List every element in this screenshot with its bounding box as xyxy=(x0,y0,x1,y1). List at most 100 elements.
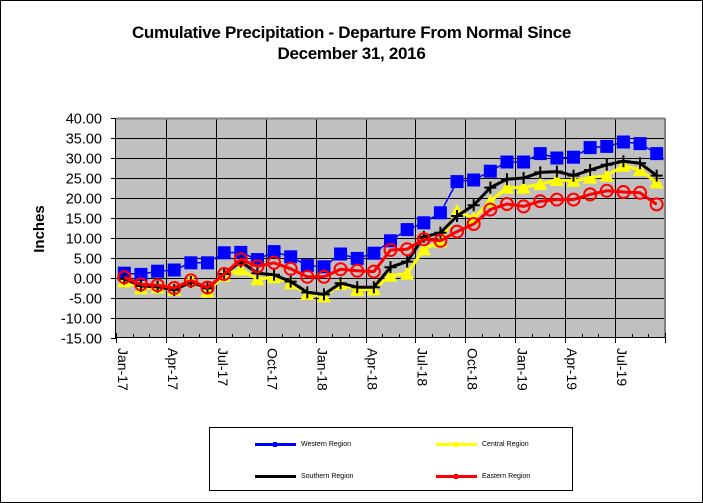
data-point-circle xyxy=(333,262,348,277)
legend-label: Western Region xyxy=(301,440,352,448)
y-tick-label: 20.00 xyxy=(66,192,102,208)
x-tick-label: Jul-18 xyxy=(415,348,431,386)
x-tick-label: Jul-17 xyxy=(215,348,231,386)
data-point-square xyxy=(533,147,547,161)
x-tick-label: Jul-19 xyxy=(614,348,630,386)
x-tick-label: Apr-19 xyxy=(564,348,580,390)
data-point-plus xyxy=(384,261,397,274)
x-tick-label: Oct-17 xyxy=(265,348,281,390)
data-point-circle xyxy=(183,273,198,288)
data-point-square xyxy=(267,245,281,259)
data-point-plus xyxy=(284,275,297,288)
data-point-circle xyxy=(466,217,481,231)
data-point-circle xyxy=(516,199,531,214)
data-point-square xyxy=(284,250,298,264)
data-point-square xyxy=(583,141,597,155)
data-point-square xyxy=(184,256,198,270)
axes xyxy=(115,117,666,338)
y-tick-label: 40.00 xyxy=(66,112,102,128)
data-point-triangle xyxy=(499,180,514,194)
y-tick-label: 35.00 xyxy=(66,132,102,148)
plot-area xyxy=(116,118,665,338)
data-point-square xyxy=(201,256,214,270)
data-point-circle xyxy=(483,202,498,217)
data-point-plus xyxy=(434,226,447,239)
y-axis-ticks: 40.00 35.00 30.00 25.00 20.00 15.00 10.00 5.00 0… xyxy=(61,112,116,348)
x-tick-label: Jan-18 xyxy=(315,348,331,391)
y-tick-label: 25.00 xyxy=(66,172,102,188)
data-point-circle xyxy=(549,192,564,207)
data-point-square xyxy=(567,150,580,164)
legend-swatch-central xyxy=(436,441,477,447)
data-point-circle xyxy=(616,185,631,199)
legend-item-central: Central Region xyxy=(436,439,529,449)
legend-swatch-southern xyxy=(255,474,296,478)
y-tick-label: -10.00 xyxy=(61,312,102,328)
data-point-square xyxy=(134,267,148,281)
data-point-plus xyxy=(600,158,613,171)
data-point-square xyxy=(600,139,614,153)
data-point-circle xyxy=(566,192,581,207)
x-tick-label: Jan-17 xyxy=(115,348,131,391)
data-point-circle xyxy=(283,261,298,276)
data-point-square xyxy=(334,247,348,261)
data-point-plus xyxy=(467,199,480,212)
data-point-square xyxy=(517,155,531,169)
data-point-triangle xyxy=(233,262,248,276)
data-point-square xyxy=(550,151,564,165)
data-point-circle xyxy=(267,255,282,270)
chart-title-line-1: Cumulative Precipitation - Departure Fro… xyxy=(131,23,572,42)
data-point-triangle xyxy=(549,173,564,186)
data-point-circle xyxy=(499,197,514,211)
data-point-triangle xyxy=(649,175,664,189)
data-point-square xyxy=(317,260,331,274)
chart-title: Cumulative Precipitation - Departure Fro… xyxy=(0,22,703,64)
data-point-plus xyxy=(317,288,330,301)
data-point-circle xyxy=(366,264,381,279)
data-point-plus xyxy=(584,164,597,176)
data-point-circle xyxy=(383,243,398,257)
series-western-region xyxy=(117,135,664,281)
data-point-triangle xyxy=(583,170,598,184)
data-point-plus xyxy=(451,210,464,222)
data-point-square xyxy=(450,175,464,189)
data-point-circle xyxy=(450,224,465,239)
data-point-circle xyxy=(150,278,165,293)
data-point-circle xyxy=(300,269,315,284)
y-tick-label: 0.00 xyxy=(74,272,102,288)
data-point-square xyxy=(350,251,364,265)
data-point-triangle xyxy=(516,180,531,194)
y-tick-label: 15.00 xyxy=(66,212,102,228)
chart-title-line-2: December 31, 2016 xyxy=(277,44,426,63)
legend-label: Central Region xyxy=(482,440,529,448)
data-point-square xyxy=(367,246,381,260)
data-point-circle xyxy=(649,197,664,212)
data-point-square xyxy=(633,137,647,151)
x-tick-label: Apr-18 xyxy=(365,348,381,390)
data-point-plus xyxy=(401,255,414,268)
data-point-circle xyxy=(167,281,182,295)
data-point-circle xyxy=(200,280,215,295)
data-point-plus xyxy=(484,181,497,194)
data-point-square xyxy=(616,135,630,149)
data-point-circle xyxy=(217,267,232,281)
data-point-circle xyxy=(133,277,148,292)
y-tick-label: 5.00 xyxy=(74,252,102,268)
data-point-plus xyxy=(550,165,563,178)
legend-label: Southern Region xyxy=(301,472,354,480)
legend: Western Region Central Region Southern R… xyxy=(209,427,573,491)
data-point-plus xyxy=(567,169,580,182)
legend-label: Eastern Region xyxy=(482,472,531,480)
data-point-circle xyxy=(633,185,648,200)
data-point-plus xyxy=(367,281,380,294)
data-point-triangle xyxy=(533,177,548,190)
data-point-plus xyxy=(351,281,364,294)
data-point-circle xyxy=(250,259,265,274)
legend-swatch-western xyxy=(255,441,296,447)
x-axis-ticks: Jan-17 Apr-17 Jul-17 Oct-17 Jan-18 Apr-18 Jul-… xyxy=(115,333,666,391)
data-point-circle xyxy=(533,194,548,209)
x-tick-label: Jan-19 xyxy=(514,348,530,391)
data-point-plus xyxy=(534,166,547,179)
data-point-circle xyxy=(416,232,431,247)
y-axis-title: Inches xyxy=(31,205,48,253)
